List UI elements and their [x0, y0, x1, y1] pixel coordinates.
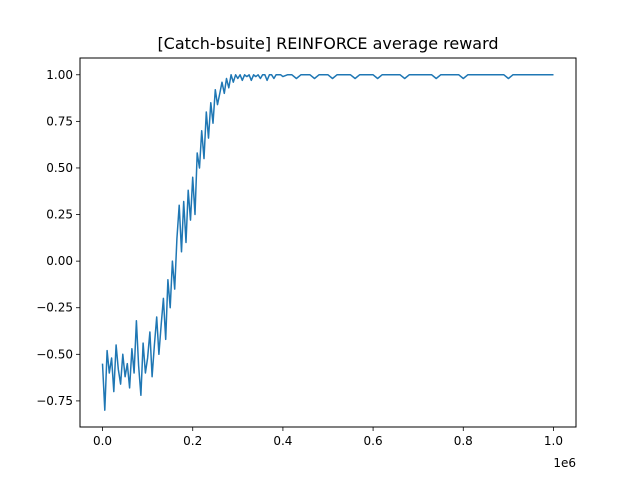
x-tick-label: 0.2 [183, 434, 202, 448]
y-tick-label: −0.75 [36, 394, 73, 408]
y-tick-label: −0.50 [36, 347, 73, 361]
y-tick-label: 1.00 [46, 68, 73, 82]
y-tick-label: 0.75 [46, 114, 73, 128]
x-axis-offset-label: 1e6 [553, 456, 576, 470]
y-tick-label: 0.00 [46, 254, 73, 268]
y-tick-label: −0.25 [36, 301, 73, 315]
x-tick-label: 0.0 [93, 434, 112, 448]
chart-title: [Catch-bsuite] REINFORCE average reward [157, 34, 498, 53]
x-tick-label: 0.6 [364, 434, 383, 448]
y-axis: −0.75 −0.50 −0.25 0.00 0.25 0.50 0.75 1.00 [36, 68, 80, 408]
x-tick-label: 0.8 [454, 434, 473, 448]
y-tick-label: 0.50 [46, 161, 73, 175]
x-tick-label: 1.0 [544, 434, 563, 448]
x-axis: 0.0 0.2 0.4 0.6 0.8 1.0 [93, 427, 563, 448]
axes-frame [79, 57, 577, 428]
plot-area [101, 74, 554, 411]
x-tick-label: 0.4 [273, 434, 292, 448]
y-tick-label: 0.25 [46, 208, 73, 222]
series-line-0 [101, 74, 554, 411]
